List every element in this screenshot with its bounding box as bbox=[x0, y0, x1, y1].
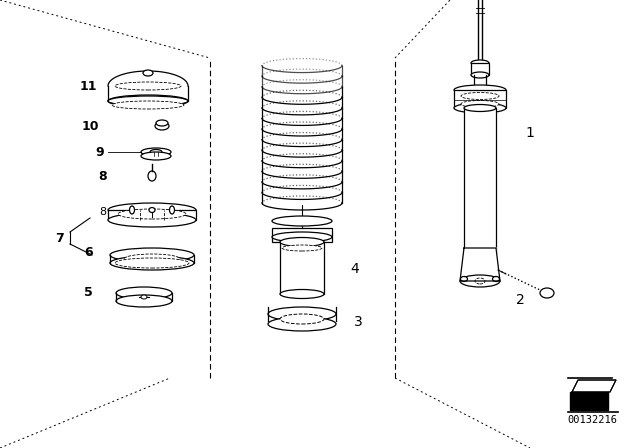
Ellipse shape bbox=[118, 209, 186, 219]
Text: 3: 3 bbox=[354, 315, 362, 329]
Ellipse shape bbox=[454, 103, 506, 113]
Ellipse shape bbox=[268, 317, 336, 331]
Ellipse shape bbox=[150, 150, 162, 155]
Ellipse shape bbox=[461, 276, 467, 281]
Ellipse shape bbox=[282, 245, 322, 251]
Text: 2: 2 bbox=[516, 293, 524, 307]
Bar bbox=[464, 108, 496, 253]
Ellipse shape bbox=[272, 232, 332, 242]
Ellipse shape bbox=[471, 72, 489, 78]
Ellipse shape bbox=[280, 314, 324, 324]
Ellipse shape bbox=[108, 96, 188, 106]
Ellipse shape bbox=[460, 275, 500, 287]
Ellipse shape bbox=[464, 250, 496, 257]
Text: 7: 7 bbox=[56, 232, 65, 245]
Ellipse shape bbox=[540, 288, 554, 298]
Bar bbox=[108, 210, 196, 220]
Ellipse shape bbox=[143, 70, 153, 76]
Ellipse shape bbox=[461, 100, 499, 108]
Ellipse shape bbox=[155, 122, 169, 130]
Ellipse shape bbox=[141, 148, 171, 156]
Ellipse shape bbox=[129, 206, 134, 214]
Text: 11: 11 bbox=[79, 79, 97, 92]
Ellipse shape bbox=[116, 287, 172, 299]
Bar bbox=[272, 228, 332, 242]
Bar bbox=[454, 90, 506, 108]
Ellipse shape bbox=[170, 206, 175, 214]
Ellipse shape bbox=[115, 82, 181, 90]
Ellipse shape bbox=[280, 289, 324, 298]
Text: 6: 6 bbox=[84, 246, 93, 258]
Text: 9: 9 bbox=[96, 146, 104, 159]
Ellipse shape bbox=[148, 171, 156, 181]
Ellipse shape bbox=[493, 276, 499, 281]
Ellipse shape bbox=[280, 237, 324, 246]
Ellipse shape bbox=[108, 213, 196, 227]
Ellipse shape bbox=[110, 248, 194, 262]
Ellipse shape bbox=[268, 307, 336, 321]
Ellipse shape bbox=[141, 152, 171, 160]
Ellipse shape bbox=[475, 278, 485, 284]
Ellipse shape bbox=[115, 258, 189, 268]
Text: 8: 8 bbox=[99, 169, 108, 182]
Ellipse shape bbox=[110, 256, 194, 270]
Ellipse shape bbox=[141, 295, 147, 299]
Text: 4: 4 bbox=[351, 262, 360, 276]
Ellipse shape bbox=[116, 295, 172, 307]
Ellipse shape bbox=[156, 120, 168, 126]
Ellipse shape bbox=[461, 92, 499, 99]
Ellipse shape bbox=[471, 60, 489, 66]
Ellipse shape bbox=[454, 85, 506, 95]
Ellipse shape bbox=[112, 101, 184, 109]
Bar bbox=[280, 242, 324, 294]
Text: 00132216: 00132216 bbox=[567, 415, 617, 425]
Ellipse shape bbox=[464, 104, 496, 112]
Text: 8: 8 bbox=[99, 207, 107, 217]
Bar bbox=[570, 392, 608, 410]
Ellipse shape bbox=[272, 216, 332, 226]
Polygon shape bbox=[460, 248, 500, 281]
Bar bbox=[471, 63, 489, 75]
Ellipse shape bbox=[108, 95, 188, 107]
Text: 10: 10 bbox=[81, 120, 99, 133]
Ellipse shape bbox=[108, 203, 196, 217]
Ellipse shape bbox=[124, 254, 180, 264]
Polygon shape bbox=[572, 380, 616, 392]
Text: 1: 1 bbox=[525, 126, 534, 140]
Ellipse shape bbox=[149, 207, 155, 212]
Text: 5: 5 bbox=[84, 287, 92, 300]
